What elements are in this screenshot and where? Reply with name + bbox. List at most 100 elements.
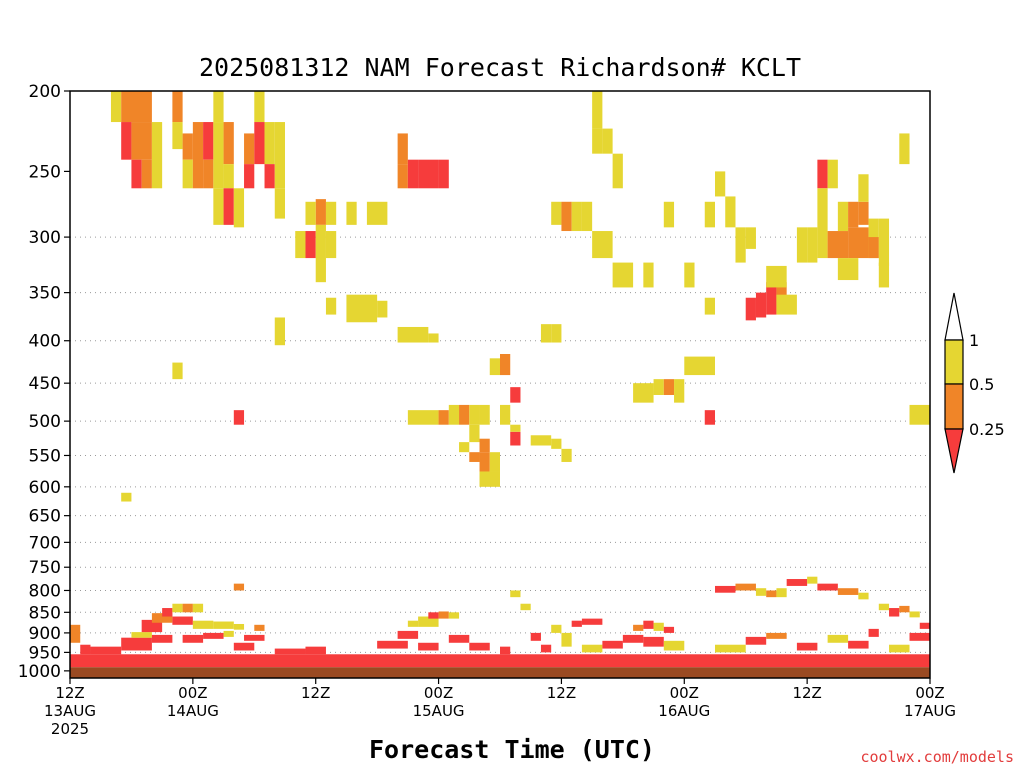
ri-lowlevel-cell-41 xyxy=(551,624,562,633)
ri-cell-91 xyxy=(725,196,736,228)
legend-label-0: 1 xyxy=(969,331,979,350)
ri-lowlevel-cell-55 xyxy=(735,583,756,591)
ri-cell-24 xyxy=(254,122,265,165)
ri-cell-107 xyxy=(796,227,808,263)
ri-cell-112 xyxy=(827,231,849,259)
ri-lowlevel-cell-28 xyxy=(407,620,419,627)
ri-lowlevel-cell-11 xyxy=(192,603,204,613)
credit-text: coolwx.com/models xyxy=(860,748,1014,766)
ri-cell-121 xyxy=(837,258,859,281)
ri-cell-16 xyxy=(223,122,234,165)
ri-cell-17 xyxy=(223,164,234,189)
y-tick-label-350: 350 xyxy=(29,284,61,304)
data-cells xyxy=(70,91,930,668)
ri-lowlevel-cell-23 xyxy=(254,624,265,631)
x-tick-label-7-1: 17AUG xyxy=(904,702,956,720)
color-legend: 1 0.5 0.25 xyxy=(944,292,1005,474)
ri-lowlevel-cell-45 xyxy=(581,644,603,653)
ri-lowlevel-cell-54 xyxy=(715,585,736,593)
ground-layer xyxy=(70,667,930,678)
ri-lowlevel-cell-37 xyxy=(510,590,521,598)
ri-lowlevel-cell-7 xyxy=(151,613,173,623)
ri-cell-98 xyxy=(663,379,675,395)
ri-cell-79 xyxy=(581,201,593,232)
ri-cell-123 xyxy=(899,133,910,165)
ri-cell-66 xyxy=(500,353,511,376)
ri-cell-119 xyxy=(868,237,879,259)
ri-cell-84 xyxy=(592,231,613,259)
ri-cell-32 xyxy=(315,224,326,283)
ri-cell-83 xyxy=(612,153,623,189)
ri-cell-65 xyxy=(489,358,500,376)
ri-lowlevel-cell-32 xyxy=(448,612,460,619)
ri-cell-85 xyxy=(612,262,634,288)
ri-lowlevel-cell-5 xyxy=(131,632,152,638)
ri-cell-120 xyxy=(878,218,890,266)
ri-cell-75 xyxy=(561,448,572,462)
legend-label-2: 0.25 xyxy=(969,420,1005,439)
ri-cell-57 xyxy=(469,424,480,443)
ri-cell-2 xyxy=(121,122,132,160)
ri-cell-96 xyxy=(633,383,654,403)
ri-lowlevel-cell-31 xyxy=(438,611,449,619)
ri-cell-95 xyxy=(684,356,715,376)
ri-lowlevel-cell-15 xyxy=(233,623,245,630)
ri-cell-7 xyxy=(172,91,183,123)
ri-cell-33 xyxy=(305,201,316,225)
ri-cell-76 xyxy=(551,201,562,225)
y-tick-label-600: 600 xyxy=(29,478,61,498)
ri-lowlevel-cell-6 xyxy=(141,619,163,633)
ri-cell-46 xyxy=(397,164,408,189)
ri-lowlevel-cell-69 xyxy=(745,636,767,645)
ri-cell-105 xyxy=(776,294,797,315)
ri-cell-93 xyxy=(745,227,756,249)
ri-lowlevel-cell-61 xyxy=(817,583,838,591)
ri-cell-37 xyxy=(366,201,388,225)
ri-cell-39 xyxy=(346,294,378,323)
ri-lowlevel-cell-64 xyxy=(878,603,890,611)
ri-cell-20 xyxy=(233,188,245,228)
ri-lowlevel-cell-58 xyxy=(776,588,787,598)
x-tick-label-3-0: 00Z xyxy=(424,684,453,702)
y-tick-label-300: 300 xyxy=(29,228,61,248)
ri-lowlevel-cell-0 xyxy=(70,654,930,668)
ri-lowlevel-cell-42 xyxy=(561,632,572,647)
ri-cell-97 xyxy=(653,379,664,395)
y-tick-label-800: 800 xyxy=(29,581,61,601)
ri-lowlevel-cell-2 xyxy=(80,644,91,655)
ri-lowlevel-cell-29 xyxy=(418,616,439,627)
ri-cell-114 xyxy=(848,201,859,228)
ri-cell-5 xyxy=(141,159,152,189)
ri-cell-0 xyxy=(110,91,122,123)
y-tick-label-750: 750 xyxy=(29,558,61,578)
ri-lowlevel-cell-60 xyxy=(807,576,818,584)
ri-lowlevel-cell-8 xyxy=(162,608,173,617)
ri-lowlevel-cell-25 xyxy=(305,646,326,655)
ri-cell-103 xyxy=(766,282,777,315)
ri-cell-63 xyxy=(479,471,500,487)
ri-lowlevel-cell-40 xyxy=(540,644,552,653)
ri-lowlevel-cell-57 xyxy=(766,590,777,598)
ri-cell-111 xyxy=(827,159,838,189)
ri-cell-117 xyxy=(858,174,869,202)
ri-cell-94 xyxy=(704,297,715,315)
ri-cell-35 xyxy=(325,201,337,225)
y-tick-label-1000: 1000 xyxy=(18,662,61,682)
ri-lowlevel-cell-77 xyxy=(919,622,930,629)
ri-lowlevel-cell-4 xyxy=(121,637,152,651)
ri-lowlevel-cell-65 xyxy=(889,608,900,617)
x-tick-label-1-1: 14AUG xyxy=(167,702,219,720)
ri-lowlevel-cell-35 xyxy=(469,642,490,651)
x-tick-label-5-0: 00Z xyxy=(670,684,699,702)
x-tick-label-0-2: 2025 xyxy=(51,720,89,738)
ri-cell-55 xyxy=(459,404,470,425)
ri-cell-90 xyxy=(715,171,726,197)
ri-cell-1 xyxy=(121,91,152,123)
ri-cell-88 xyxy=(684,262,695,288)
y-axis: 200 250 300 350 400 450 500 550 600 650 700 750 8008… xyxy=(18,82,70,682)
ri-lowlevel-cell-3 xyxy=(90,646,122,655)
ri-cell-34 xyxy=(325,231,337,259)
ri-cell-86 xyxy=(643,262,654,288)
ri-lowlevel-cell-68 xyxy=(715,644,746,653)
